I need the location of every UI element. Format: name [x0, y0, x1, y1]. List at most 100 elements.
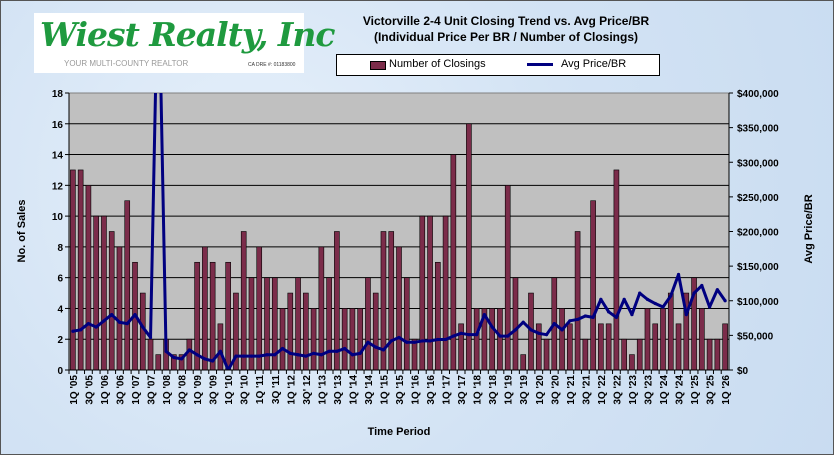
x-tick-label: 3Q' 12 — [302, 375, 313, 405]
bar-closings — [341, 308, 348, 371]
x-tick-label: 1Q '21 — [566, 375, 577, 405]
x-tick-label: 3Q '07 — [147, 375, 158, 405]
bar-closings — [303, 292, 309, 371]
x-tick-label: 1Q '15 — [379, 375, 390, 405]
x-tick-label: 3Q '09 — [209, 375, 220, 405]
bar-closings — [396, 246, 402, 371]
x-tick-label: 3Q '05 — [84, 375, 95, 405]
x-tick-label: 1Q '14 — [348, 375, 359, 405]
bar-closings — [644, 308, 651, 371]
bar-closings — [574, 231, 581, 371]
y-tick-label: 14 — [52, 151, 64, 162]
x-tick-label: 3Q '14 — [364, 375, 375, 405]
point-avg-price — [661, 305, 665, 309]
bar-closings — [442, 215, 449, 371]
bar-closings — [217, 323, 224, 371]
x-tick-label: 3Q '22 — [612, 375, 623, 405]
bar-closings — [85, 185, 92, 371]
y-tick-label: 8 — [57, 243, 63, 254]
bar-closings — [706, 338, 713, 371]
x-tick-label: 3Q '13 — [333, 375, 344, 405]
x-tick-label: 1Q '13 — [317, 375, 328, 405]
point-avg-price — [599, 297, 603, 301]
bar-closings — [714, 338, 721, 371]
point-avg-price — [552, 322, 556, 326]
bar-closings — [613, 169, 620, 371]
y-tick-label: 18 — [52, 89, 64, 100]
point-avg-price — [560, 328, 564, 332]
x-tick-label: 1Q '18 — [473, 375, 484, 405]
point-avg-price — [304, 354, 308, 358]
x-tick-label: 1Q '22 — [597, 375, 608, 405]
y-tick-label: 2 — [57, 335, 63, 346]
point-avg-price — [242, 354, 246, 358]
point-avg-price — [71, 329, 75, 333]
bar-closings — [388, 231, 395, 371]
point-avg-price — [117, 320, 122, 324]
bar-closings — [621, 338, 627, 371]
point-avg-price — [614, 315, 619, 319]
legend: Number of Closings Avg Price/BR — [336, 54, 660, 76]
point-avg-price — [187, 348, 191, 352]
point-avg-price — [544, 333, 549, 337]
x-tick-label: 1Q '06 — [100, 375, 111, 405]
point-avg-price — [405, 340, 409, 344]
bar-closings — [582, 338, 589, 371]
point-avg-price — [443, 337, 448, 342]
point-avg-price — [148, 335, 153, 340]
bar-closings — [155, 354, 162, 371]
bar-closings — [590, 200, 596, 371]
point-avg-price — [358, 351, 362, 355]
point-avg-price — [669, 294, 673, 298]
y-tick-label: 10 — [52, 212, 64, 223]
bar-closings — [535, 323, 542, 371]
x-tick-label: 1Q '11 — [255, 375, 266, 405]
point-avg-price — [141, 325, 145, 329]
x-tick-label: 1Q '07 — [131, 375, 142, 405]
y2-tick-label: $350,000 — [737, 124, 779, 135]
x-tick-label: 3Q '15 — [395, 375, 406, 405]
point-avg-price — [513, 328, 518, 332]
y2-tick-label: $100,000 — [737, 297, 779, 308]
bar-closings — [512, 277, 519, 371]
x-tick-label: 1Q '25 — [690, 375, 701, 405]
point-avg-price — [529, 328, 533, 332]
point-avg-price — [273, 353, 277, 357]
x-tick-label: 3Q '18 — [488, 375, 499, 405]
y2-tick-label: $50,000 — [737, 331, 774, 342]
point-avg-price — [700, 283, 704, 288]
x-tick-label: 3Q '17 — [457, 375, 468, 405]
bar-closings — [116, 246, 123, 371]
point-avg-price — [203, 357, 207, 361]
x-tick-label: 3Q '06 — [115, 375, 126, 405]
bar-closings — [108, 231, 115, 371]
bar-closings — [357, 308, 363, 371]
point-avg-price — [715, 288, 719, 292]
y2-tick-label: $200,000 — [737, 228, 779, 239]
x-tick-label: 1Q '05 — [69, 375, 80, 405]
point-avg-price — [490, 325, 494, 329]
bar-closings — [567, 323, 573, 371]
point-avg-price — [327, 349, 331, 353]
point-avg-price — [630, 313, 634, 317]
bar-closings — [209, 261, 216, 371]
x-tick-label: 1Q '23 — [628, 375, 639, 405]
bar-closings — [318, 246, 325, 371]
x-tick-label: 1Q '12 — [286, 375, 297, 405]
point-avg-price — [133, 313, 137, 317]
bar-closings — [372, 292, 379, 371]
company-logo: Wiest Realty, Inc YOUR MULTI-COUNTY REAL… — [34, 13, 335, 73]
x-tick-label: 1Q '16 — [411, 375, 422, 405]
point-avg-price — [195, 353, 199, 357]
x-tick-label: 3Q '21 — [581, 375, 592, 405]
x-tick-label: 3Q '24 — [675, 375, 686, 405]
point-avg-price — [568, 319, 572, 323]
point-avg-price — [94, 325, 98, 329]
x-tick-label: 3Q '08 — [178, 375, 189, 405]
x-tick-label: 1Q '08 — [162, 375, 173, 405]
x-tick-label: 3Q '20 — [550, 375, 561, 405]
bar-closings — [124, 200, 131, 371]
bar-closings — [458, 323, 464, 371]
bar-closings — [225, 261, 231, 371]
